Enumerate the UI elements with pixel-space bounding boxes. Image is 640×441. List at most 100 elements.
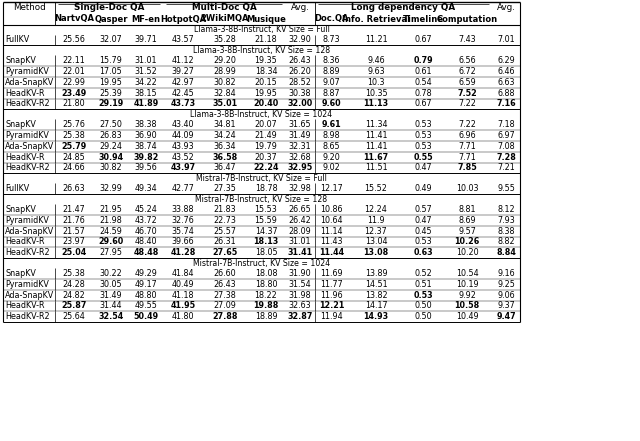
Text: Ada-SnapKV: Ada-SnapKV: [5, 227, 54, 235]
Text: 31.90: 31.90: [289, 269, 311, 278]
Text: 23.49: 23.49: [61, 89, 86, 97]
Text: 32.63: 32.63: [289, 301, 311, 310]
Text: 11.13: 11.13: [364, 99, 388, 108]
Text: 7.52: 7.52: [457, 89, 477, 97]
Text: Mistral-7B-Instruct, KV Size = Full: Mistral-7B-Instruct, KV Size = Full: [196, 174, 327, 183]
Text: 9.46: 9.46: [367, 56, 385, 65]
Text: 24.28: 24.28: [63, 280, 85, 289]
Text: PyramidKV: PyramidKV: [5, 131, 49, 140]
Text: Avg.: Avg.: [291, 3, 309, 12]
Text: 29.24: 29.24: [100, 142, 122, 151]
Text: 0.49: 0.49: [414, 184, 432, 193]
Text: 14.93: 14.93: [364, 312, 388, 321]
Text: 26.65: 26.65: [289, 205, 312, 214]
Text: FullKV: FullKV: [5, 35, 29, 45]
Text: 18.22: 18.22: [255, 291, 277, 299]
Text: 21.18: 21.18: [255, 35, 277, 45]
Text: 19.35: 19.35: [255, 56, 277, 65]
Text: 41.89: 41.89: [133, 99, 159, 108]
Text: 0.45: 0.45: [414, 227, 432, 235]
Text: 45.24: 45.24: [134, 205, 157, 214]
Text: Doc.QA: Doc.QA: [314, 15, 349, 23]
Text: 7.43: 7.43: [458, 35, 476, 45]
Text: 26.63: 26.63: [63, 184, 85, 193]
Text: 7.01: 7.01: [497, 35, 515, 45]
Text: 27.88: 27.88: [212, 312, 237, 321]
Text: 7.85: 7.85: [457, 164, 477, 172]
Text: 22.11: 22.11: [63, 56, 85, 65]
Text: 11.94: 11.94: [320, 312, 343, 321]
Text: 11.43: 11.43: [320, 237, 343, 247]
Text: 10.20: 10.20: [456, 248, 478, 257]
Text: 42.77: 42.77: [172, 184, 195, 193]
Text: 25.79: 25.79: [61, 142, 86, 151]
Text: 48.80: 48.80: [135, 291, 157, 299]
Text: 26.31: 26.31: [214, 237, 236, 247]
Text: PyramidKV: PyramidKV: [5, 280, 49, 289]
Text: 29.20: 29.20: [214, 56, 236, 65]
Text: Method: Method: [13, 3, 45, 12]
Text: 41.95: 41.95: [170, 301, 196, 310]
Text: 28.52: 28.52: [289, 78, 312, 87]
Text: 27.95: 27.95: [99, 248, 122, 257]
Text: Avg.: Avg.: [497, 3, 515, 12]
Text: 9.02: 9.02: [323, 164, 340, 172]
Text: 36.58: 36.58: [212, 153, 237, 161]
Text: 6.88: 6.88: [497, 89, 515, 97]
Text: 25.76: 25.76: [63, 120, 85, 129]
Text: SnapKV: SnapKV: [5, 205, 36, 214]
Text: 18.13: 18.13: [253, 237, 278, 247]
Text: 20.15: 20.15: [255, 78, 277, 87]
Text: 9.61: 9.61: [322, 120, 341, 129]
Text: 8.73: 8.73: [323, 35, 340, 45]
Text: 33.88: 33.88: [172, 205, 195, 214]
Text: 0.63: 0.63: [413, 248, 433, 257]
Text: 12.17: 12.17: [320, 184, 343, 193]
Text: 30.22: 30.22: [100, 269, 122, 278]
Text: 12.37: 12.37: [365, 227, 387, 235]
Text: 25.04: 25.04: [61, 248, 86, 257]
Text: 9.25: 9.25: [497, 280, 515, 289]
Text: 8.65: 8.65: [323, 142, 340, 151]
Text: Single-Doc QA: Single-Doc QA: [74, 3, 144, 12]
Text: 7.08: 7.08: [497, 142, 515, 151]
Text: 9.37: 9.37: [497, 301, 515, 310]
Text: 6.46: 6.46: [497, 67, 515, 76]
Text: HeadKV-R2: HeadKV-R2: [5, 312, 50, 321]
Text: 38.38: 38.38: [135, 120, 157, 129]
Text: 26.42: 26.42: [289, 216, 312, 225]
Text: HeadKV-R: HeadKV-R: [5, 237, 45, 247]
Text: SnapKV: SnapKV: [5, 120, 36, 129]
Text: 21.95: 21.95: [100, 205, 122, 214]
Text: 8.12: 8.12: [497, 205, 515, 214]
Text: 30.38: 30.38: [289, 89, 311, 97]
Text: 10.03: 10.03: [456, 184, 478, 193]
Text: 27.65: 27.65: [212, 248, 237, 257]
Text: 24.85: 24.85: [63, 153, 85, 161]
Text: Multi-Doc QA: Multi-Doc QA: [191, 3, 257, 12]
Text: 43.73: 43.73: [170, 99, 196, 108]
Text: PyramidKV: PyramidKV: [5, 216, 49, 225]
Text: 25.64: 25.64: [63, 312, 85, 321]
Text: SnapKV: SnapKV: [5, 269, 36, 278]
Text: 8.69: 8.69: [458, 216, 476, 225]
Text: Qasper: Qasper: [94, 15, 128, 23]
Text: 49.29: 49.29: [134, 269, 157, 278]
Text: 36.47: 36.47: [214, 164, 236, 172]
Text: 0.55: 0.55: [413, 153, 433, 161]
Text: 34.22: 34.22: [134, 78, 157, 87]
Text: 27.09: 27.09: [214, 301, 236, 310]
Text: 48.48: 48.48: [133, 248, 159, 257]
Text: 8.89: 8.89: [323, 67, 340, 76]
Text: 18.08: 18.08: [255, 269, 277, 278]
Text: 0.53: 0.53: [414, 131, 432, 140]
Text: 7.16: 7.16: [496, 99, 516, 108]
Text: 11.77: 11.77: [320, 280, 343, 289]
Text: 36.34: 36.34: [214, 142, 236, 151]
Text: 32.87: 32.87: [287, 312, 313, 321]
Text: 31.41: 31.41: [287, 248, 312, 257]
Text: 11.41: 11.41: [365, 142, 387, 151]
Text: 0.79: 0.79: [413, 56, 433, 65]
Text: 41.28: 41.28: [170, 248, 196, 257]
Text: 20.37: 20.37: [255, 153, 277, 161]
